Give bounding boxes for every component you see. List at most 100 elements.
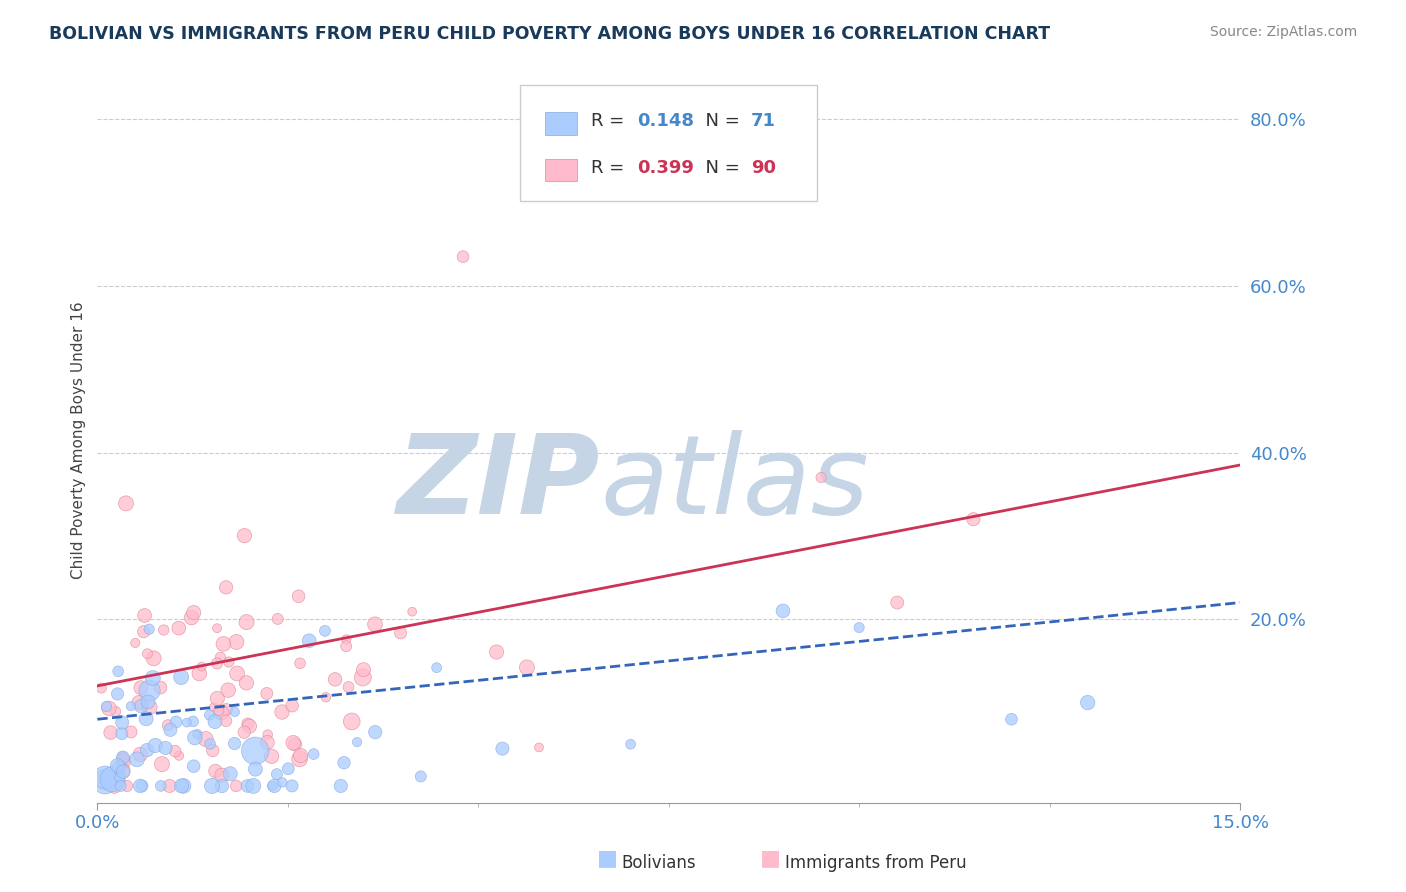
Point xyxy=(97,701,120,715)
Text: Source: ZipAtlas.com: Source: ZipAtlas.com xyxy=(1209,25,1357,39)
Point xyxy=(188,666,211,681)
Point xyxy=(159,723,181,737)
Point xyxy=(215,580,238,594)
Point xyxy=(142,671,165,685)
Point xyxy=(111,715,134,730)
Point xyxy=(167,748,190,763)
Point xyxy=(288,657,311,671)
Point xyxy=(173,779,195,793)
Point xyxy=(335,632,357,647)
FancyBboxPatch shape xyxy=(546,159,578,181)
Point xyxy=(110,779,132,793)
Point xyxy=(263,779,285,793)
Point xyxy=(138,700,160,714)
Point xyxy=(225,635,247,649)
Point xyxy=(238,719,260,733)
Text: N =: N = xyxy=(693,159,745,177)
Text: atlas: atlas xyxy=(600,430,869,537)
Point xyxy=(245,762,267,776)
Point xyxy=(112,764,135,779)
Point xyxy=(150,757,173,772)
Point xyxy=(129,681,152,695)
Point xyxy=(298,633,321,648)
Point xyxy=(287,589,309,603)
Point xyxy=(132,624,155,639)
Point xyxy=(138,683,160,698)
Point xyxy=(266,767,288,781)
Point xyxy=(96,699,118,714)
Point xyxy=(165,714,187,729)
Point xyxy=(217,683,239,698)
Point xyxy=(409,769,432,783)
Point xyxy=(149,681,172,695)
Point xyxy=(262,779,284,793)
Point xyxy=(129,747,152,762)
Point xyxy=(198,737,221,751)
Point xyxy=(207,691,229,706)
Text: ZIP: ZIP xyxy=(396,430,600,537)
Point xyxy=(215,714,238,728)
Point xyxy=(170,779,193,793)
Point xyxy=(94,774,117,789)
Point xyxy=(329,779,352,793)
Text: ■: ■ xyxy=(761,848,780,868)
Point xyxy=(346,735,368,749)
Point xyxy=(143,739,166,753)
Point xyxy=(142,651,165,665)
Point xyxy=(181,714,204,729)
Point xyxy=(848,621,870,635)
Point xyxy=(112,754,135,768)
Point xyxy=(167,621,190,635)
Point xyxy=(260,749,283,764)
Point xyxy=(108,770,131,784)
Point xyxy=(131,779,153,793)
Point xyxy=(176,715,198,730)
Point xyxy=(233,529,256,543)
Point xyxy=(135,712,157,726)
Point xyxy=(120,699,142,714)
Point xyxy=(129,779,152,793)
Point xyxy=(315,690,337,705)
Point xyxy=(186,727,208,741)
FancyBboxPatch shape xyxy=(520,85,817,201)
Point xyxy=(256,735,278,749)
Point xyxy=(155,741,177,756)
Point xyxy=(205,621,228,635)
Text: 0.148: 0.148 xyxy=(637,112,693,130)
Point xyxy=(90,681,112,695)
Point xyxy=(107,687,129,701)
Point xyxy=(183,759,205,773)
Point xyxy=(103,779,125,793)
Point xyxy=(281,779,304,793)
Point xyxy=(364,725,387,739)
Point xyxy=(401,605,423,619)
Point xyxy=(115,496,138,510)
Point xyxy=(138,622,160,636)
Point xyxy=(211,779,233,793)
Point xyxy=(201,779,224,793)
Point xyxy=(236,779,259,793)
Point xyxy=(136,695,159,709)
Point xyxy=(235,615,257,629)
Point xyxy=(215,702,238,716)
Point xyxy=(225,779,247,793)
Point xyxy=(810,470,832,484)
Point xyxy=(491,741,513,756)
Point xyxy=(107,758,129,772)
Point xyxy=(211,768,233,782)
Point xyxy=(267,612,290,626)
Point xyxy=(184,731,207,745)
Point xyxy=(352,670,374,684)
Point xyxy=(104,705,127,719)
Point xyxy=(242,779,264,793)
Point xyxy=(212,637,235,651)
Point xyxy=(256,686,278,700)
Point xyxy=(165,744,187,758)
Point xyxy=(218,655,240,669)
Point xyxy=(209,706,232,720)
Point xyxy=(389,626,412,640)
Point xyxy=(277,762,299,776)
Point xyxy=(283,736,305,750)
Point xyxy=(111,726,134,740)
Point xyxy=(101,772,124,787)
